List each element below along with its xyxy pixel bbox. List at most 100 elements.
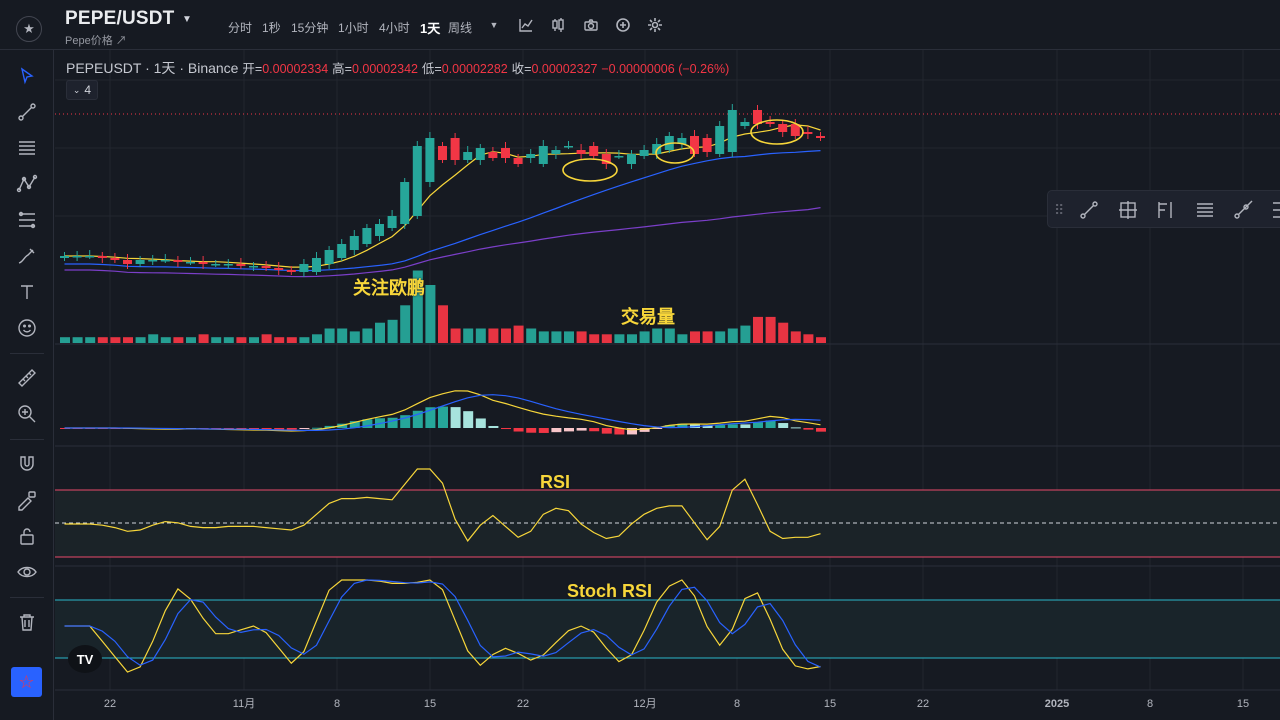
trend-line-tool-icon[interactable]: [1078, 199, 1100, 221]
settings-icon[interactable]: [647, 17, 663, 33]
stoch-d-line: [64, 579, 821, 668]
eye-icon[interactable]: [13, 558, 41, 586]
macd-bar: [790, 427, 801, 429]
timeframe-4h[interactable]: 4小时: [379, 21, 410, 35]
macd-bar: [639, 428, 650, 432]
hand-drawn-circle: [655, 142, 695, 164]
macd-bar: [601, 428, 612, 434]
candle: [274, 268, 284, 270]
candle: [475, 148, 485, 160]
macd-bar: [816, 428, 826, 432]
candle: [463, 152, 473, 160]
volume-bar: [274, 337, 285, 343]
favorites-star-button[interactable]: ☆: [11, 667, 42, 697]
volume-bar: [312, 334, 322, 343]
zoom-in-icon[interactable]: [13, 400, 41, 428]
candle: [223, 264, 233, 266]
candle: [690, 136, 699, 154]
legend-open: 0.00002334: [262, 62, 329, 76]
symbol-name[interactable]: PEPE/USDT: [65, 8, 175, 29]
candle: [576, 150, 586, 154]
legend-open-label: 开=: [242, 62, 263, 76]
floating-drawing-toolbar: ⠿: [1047, 190, 1280, 228]
candle: [261, 266, 271, 268]
macd-bar: [400, 415, 411, 428]
horizontal-lines-icon[interactable]: [13, 134, 41, 162]
magnet-icon[interactable]: [13, 450, 41, 478]
rsi-label: RSI: [540, 472, 571, 492]
candle: [564, 146, 573, 148]
pattern-icon[interactable]: [13, 170, 41, 198]
macd-bar: [614, 428, 625, 435]
timeframe-1w[interactable]: 周线: [448, 21, 473, 35]
macd-bar: [438, 406, 448, 428]
timeframe-1s[interactable]: 1秒: [262, 21, 281, 35]
timeframe-tick[interactable]: 分时: [228, 21, 253, 35]
cursor-icon[interactable]: [13, 62, 41, 90]
macd-bar: [778, 423, 789, 428]
volume-bar: [236, 337, 247, 343]
timeframe-15m[interactable]: 15分钟: [291, 21, 329, 35]
candle: [501, 148, 510, 158]
tradingview-logo: TV: [68, 645, 102, 673]
macd-bar: [488, 425, 499, 428]
favorite-star-icon[interactable]: ★: [16, 16, 42, 42]
lock-icon[interactable]: [13, 522, 41, 550]
candle: [249, 266, 258, 268]
legend-low-label: 低=: [421, 62, 442, 76]
x-tick-label: 8: [734, 698, 740, 710]
camera-icon[interactable]: [583, 17, 599, 33]
candle: [513, 158, 523, 164]
crosshair-tool-icon[interactable]: [1117, 199, 1139, 221]
drag-handle-icon[interactable]: ⠿: [1054, 202, 1065, 218]
macd-bar: [803, 428, 814, 430]
macd-bar: [501, 428, 511, 430]
trash-icon[interactable]: [13, 608, 41, 636]
top-toolbar: ★ PEPE/USDT ▼ Pepe价格 ↗ 分时 1秒 15分钟 1小时 4小…: [0, 0, 1280, 50]
volume-bar: [715, 331, 726, 343]
legend-high: 0.00002342: [351, 62, 418, 76]
volume-bar: [223, 337, 234, 343]
volume-bar: [664, 328, 675, 343]
candle: [375, 224, 384, 236]
volume-bar: [400, 305, 411, 343]
candle: [816, 136, 825, 138]
volume-bar: [803, 334, 814, 343]
volume-bars: [60, 270, 826, 343]
brush-icon[interactable]: [13, 242, 41, 270]
candle: [765, 122, 775, 124]
candle: [60, 256, 69, 258]
x-axis-band: [55, 690, 1280, 720]
volume-bar: [85, 337, 96, 343]
ruler-icon[interactable]: [13, 364, 41, 392]
candle: [740, 122, 750, 126]
sidebar-divider: [10, 439, 44, 440]
lock-drawing-icon[interactable]: [13, 486, 41, 514]
volume-bar: [337, 328, 348, 343]
parallel-lines-tool-icon[interactable]: [1194, 199, 1216, 221]
text-icon[interactable]: [13, 278, 41, 306]
fib-tool-icon[interactable]: [1268, 199, 1280, 221]
trend-line-icon[interactable]: [13, 98, 41, 126]
volume-bar: [412, 270, 423, 343]
indicator-icon[interactable]: [518, 17, 534, 33]
x-tick-label: 2025: [1045, 698, 1069, 710]
candle: [551, 150, 561, 154]
ray-tool-icon[interactable]: [1232, 199, 1254, 221]
timeframe-dropdown-icon[interactable]: ▼: [489, 20, 499, 30]
pitchfork-tool-icon[interactable]: [1154, 199, 1176, 221]
timeframe-1d[interactable]: 1天: [420, 21, 441, 36]
timeframe-1h[interactable]: 1小时: [338, 21, 369, 35]
candle: [299, 264, 309, 272]
legend-collapse-button[interactable]: ⌄ 4: [66, 80, 98, 100]
symbol-caret-icon[interactable]: ▼: [182, 14, 192, 25]
symbol-subtitle[interactable]: Pepe价格 ↗: [65, 35, 127, 47]
fib-icon[interactable]: [13, 206, 41, 234]
emoji-icon[interactable]: [13, 314, 41, 342]
add-icon[interactable]: [615, 17, 631, 33]
candle-type-icon[interactable]: [550, 17, 566, 33]
candle: [173, 260, 183, 262]
macd-bar: [664, 425, 675, 428]
